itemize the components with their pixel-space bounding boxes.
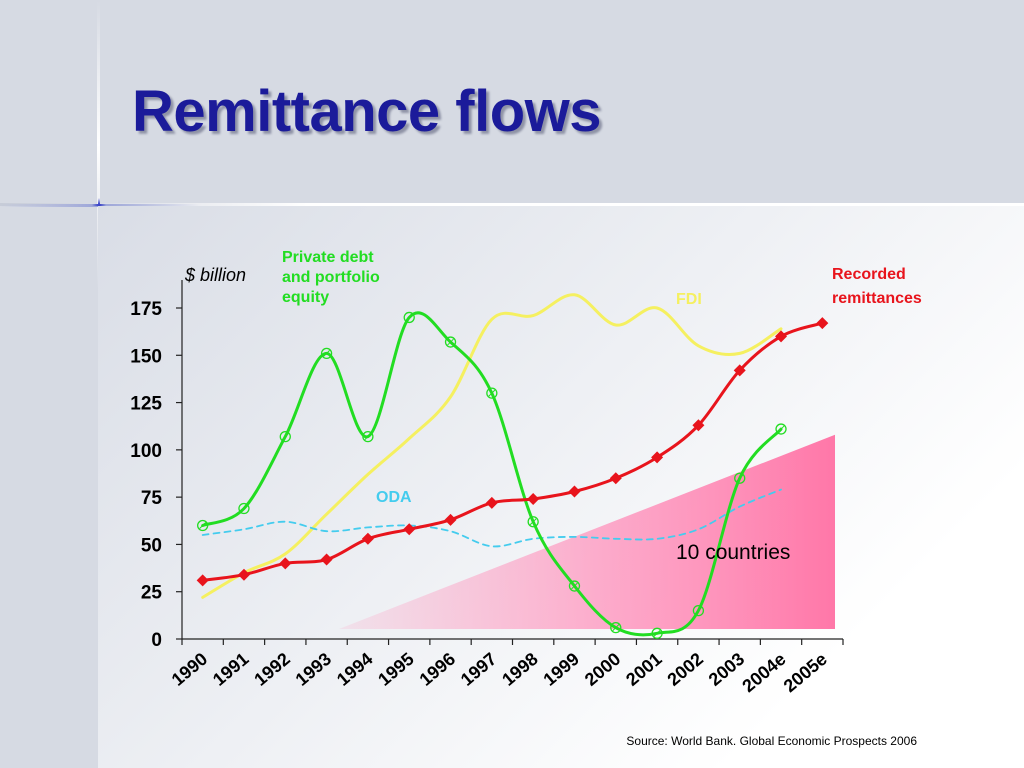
header-band	[0, 0, 1024, 205]
slide-title: Remittance flows	[132, 79, 602, 144]
y-tick-label: 100	[130, 441, 162, 462]
x-tick-label: 1991	[209, 649, 253, 690]
x-tick-label: 1990	[168, 649, 212, 690]
remittance-point	[775, 330, 788, 343]
y-tick-label: 150	[130, 346, 162, 367]
y-tick-label: 175	[130, 299, 162, 320]
private-flow-point-slash	[612, 624, 620, 632]
private-flow-point	[568, 580, 581, 592]
private-flow-point-slash	[695, 607, 702, 614]
remittance-point	[279, 557, 292, 570]
private-flow-point-slash	[281, 433, 289, 440]
remittance-point	[403, 523, 416, 536]
y-tick-label: 50	[141, 535, 162, 556]
remittance-point	[692, 419, 705, 432]
x-tick-label: 1997	[457, 649, 501, 690]
x-tick-label: 1995	[374, 649, 418, 690]
x-tick-label: 2000	[581, 649, 625, 690]
x-tick-label: 2001	[622, 649, 666, 690]
header-divider	[0, 203, 1024, 206]
private-flow-point-slash	[240, 505, 248, 512]
private-flow-point-slash	[199, 522, 207, 529]
remittance-point	[320, 553, 333, 566]
x-tick-label: 1998	[498, 649, 542, 690]
private-flow-point-slash	[736, 474, 744, 482]
label-recorded-remittances: Recorded remittances	[832, 266, 922, 307]
x-tick-label: 1993	[292, 649, 336, 690]
private-flow-point	[692, 604, 705, 617]
remittance-point	[485, 496, 498, 509]
remittance-point	[651, 451, 664, 464]
remittance-point	[609, 472, 622, 485]
private-flow-point	[610, 622, 622, 634]
decor-star-icon	[92, 198, 106, 212]
private-flow-point	[403, 311, 415, 324]
x-tick-label: 2005e	[780, 649, 831, 697]
private-flow-point-slash	[323, 350, 330, 357]
private-flow-point-slash	[653, 629, 661, 637]
x-tick-label: 1999	[540, 649, 584, 690]
y-tick-label: 25	[141, 583, 163, 604]
private-flow-point-slash	[488, 389, 496, 397]
label-oda: ODA	[376, 489, 412, 506]
private-flow-point-slash	[571, 582, 578, 590]
private-flow-point	[527, 516, 539, 528]
series-line-fdi	[201, 293, 783, 599]
remittance-point	[733, 364, 746, 377]
decor-cross-vertical	[97, 0, 100, 290]
private-flow-point	[362, 430, 374, 443]
ten-countries-wedge	[338, 434, 835, 629]
remittance-point	[568, 485, 581, 498]
private-flow-point-slash	[777, 425, 785, 433]
remittance-point	[444, 513, 457, 526]
x-tick-label: 2004e	[738, 649, 789, 697]
x-tick-label: 2002	[663, 649, 707, 690]
series-line-recorded-remittances	[201, 321, 824, 582]
remittance-point	[527, 493, 540, 506]
x-tick-label: 1992	[250, 649, 294, 690]
private-flow-point	[486, 387, 498, 399]
remittance-point	[196, 574, 209, 587]
private-flow-point-slash	[529, 518, 537, 526]
remittance-point	[816, 317, 829, 330]
label-private-debt: Private debt and portfolio equity	[282, 249, 380, 306]
private-flow-point	[775, 423, 787, 435]
remittance-point	[237, 568, 250, 581]
private-flow-point-slash	[405, 314, 413, 321]
ten-countries-label: 10 countries	[676, 541, 790, 564]
private-flow-point	[734, 472, 746, 484]
y-tick-label: 75	[141, 488, 163, 509]
private-flow-point	[238, 502, 250, 515]
private-flow-point	[279, 430, 291, 443]
source-note: Source: World Bank. Global Economic Pros…	[626, 734, 917, 748]
private-flow-point	[197, 519, 209, 532]
series-line-private-debt-and-portfolio-equity	[201, 311, 783, 637]
x-tick-label: 1994	[333, 649, 377, 690]
y-tick-label: 125	[130, 394, 162, 415]
y-tick-label: 0	[151, 630, 162, 651]
private-flow-point	[651, 627, 663, 639]
x-tick-label: 1996	[416, 649, 460, 690]
private-flow-point	[320, 347, 333, 360]
private-flow-point-slash	[447, 338, 454, 346]
remittance-point	[361, 532, 374, 545]
private-flow-point	[444, 336, 457, 348]
y-axis-label: $ billion	[184, 265, 246, 285]
label-fdi: FDI	[676, 291, 702, 308]
private-flow-point-slash	[364, 433, 372, 440]
